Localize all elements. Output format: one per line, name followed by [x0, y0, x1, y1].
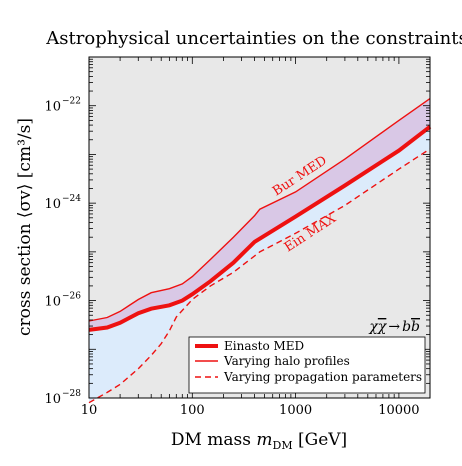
y-tick-label-base: 10 — [44, 100, 61, 115]
y-tick-label-base: 10 — [44, 197, 61, 212]
y-tick-label: 10 — [44, 197, 61, 212]
process-arrow: → — [388, 319, 400, 335]
legend: Einasto MED Varying halo profiles Varyin… — [188, 336, 426, 394]
x-axis-label-var: m — [256, 430, 272, 450]
legend-label-halo-profiles: Varying halo profiles — [223, 354, 350, 368]
y-tick-label-exp: −28 — [62, 389, 81, 399]
x-axis-label: DM mass mDM [GeV] — [171, 430, 347, 452]
series-line-einasto-med — [88, 125, 432, 332]
y-tick-label: 10 — [44, 295, 61, 310]
x-axis-label-sub: DM — [273, 439, 293, 452]
x-tick-label: 10000 — [378, 403, 419, 418]
y-tick-label-base: 10 — [44, 295, 61, 310]
x-tick-label: 100 — [180, 403, 205, 418]
y-tick-label: 10 — [44, 100, 61, 115]
x-tick-label: 1000 — [279, 403, 312, 418]
legend-label-einasto-med: Einasto MED — [224, 339, 304, 353]
x-axis-label-unit: [GeV] — [293, 430, 348, 450]
y-tick-label: 10 — [44, 392, 61, 407]
process-label: χχ → bb — [368, 319, 420, 335]
process-rhs-bar: b — [411, 319, 420, 335]
plot-frame — [88, 56, 431, 399]
x-axis-label-main: DM mass — [171, 430, 257, 450]
process-lhs: χ — [368, 319, 379, 335]
x-tick-label: 10 — [81, 403, 98, 418]
series-line-varying-halo-profiles — [88, 98, 431, 322]
chart-title: Astrophysical uncertainties on the const… — [45, 28, 462, 49]
halo-band — [89, 98, 430, 330]
y-tick-label-base: 10 — [44, 392, 61, 407]
y-tick-label-exp: −26 — [62, 292, 81, 302]
legend-box — [188, 336, 426, 394]
y-axis-label: cross section ⟨σv⟩ [cm³/s] — [15, 118, 35, 336]
y-tick-label-exp: −22 — [62, 97, 81, 107]
legend-label-propagation: Varying propagation parameters — [223, 370, 422, 384]
y-tick-label-exp: −24 — [62, 194, 81, 204]
process-lhs-bar: χ — [377, 319, 388, 335]
process-rhs: b — [402, 319, 411, 335]
